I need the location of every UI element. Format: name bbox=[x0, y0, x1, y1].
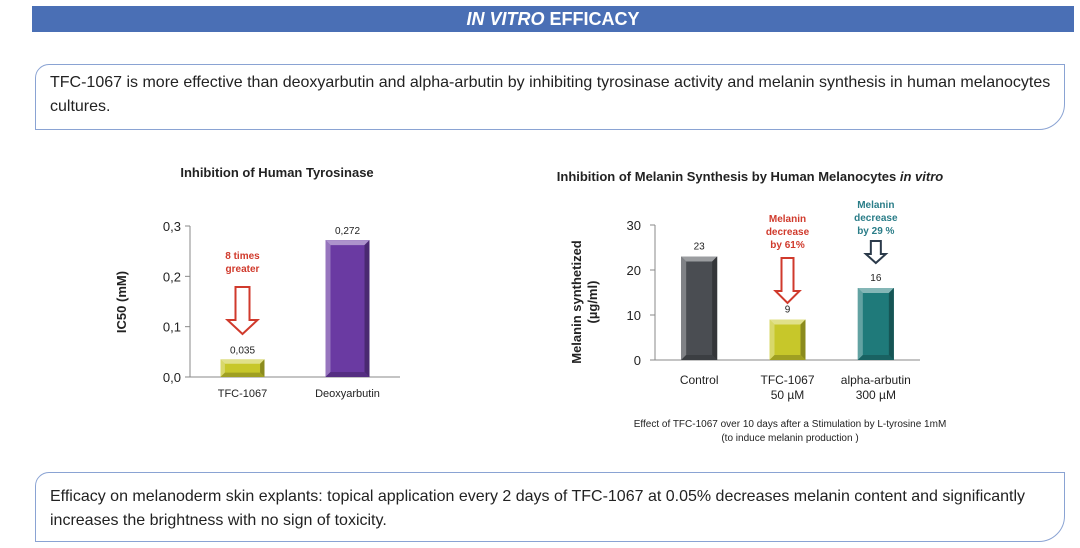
chart2-bar-body bbox=[769, 319, 806, 360]
chart2-title-main: Inhibition of Melanin Synthesis by Human… bbox=[557, 169, 900, 184]
chart2-bar-top-facet bbox=[769, 319, 806, 325]
chart2-bar-right-facet bbox=[800, 319, 806, 360]
chart2-category-label: alpha-arbutin bbox=[841, 373, 911, 387]
chart1-ytick-label: 0,2 bbox=[163, 269, 181, 284]
banner-title-rest: EFFICACY bbox=[544, 9, 640, 29]
chart1-bar-left-facet bbox=[325, 240, 331, 377]
chart1-bar-bottom-facet bbox=[220, 372, 265, 377]
chart2-data-label: 9 bbox=[785, 305, 791, 316]
chart1-bar bbox=[220, 359, 265, 377]
chart2-ytick-label: 20 bbox=[627, 263, 641, 278]
chart2-bar bbox=[681, 256, 718, 360]
chart2-annotation-arbutin-text: by 29 % bbox=[857, 226, 894, 237]
chart1-ylabel: IC50 (mM) bbox=[114, 271, 129, 333]
chart2-annotation-arbutin-text: decrease bbox=[854, 213, 898, 224]
chart1-bar-body bbox=[325, 240, 370, 377]
chart2-bar-right-facet bbox=[712, 256, 718, 360]
chart2-bar-top-facet bbox=[857, 288, 894, 293]
chart2-bar-bottom-facet bbox=[769, 355, 806, 360]
chart2-category-label: 300 µM bbox=[856, 388, 896, 402]
chart2-bar-body bbox=[857, 288, 894, 360]
chart2-caption-line: Effect of TFC-1067 over 10 days after a … bbox=[634, 419, 947, 430]
chart1-data-label: 0,035 bbox=[230, 345, 255, 356]
chart2-category-label: Control bbox=[680, 373, 719, 387]
chart2-ytick-label: 30 bbox=[627, 218, 641, 233]
chart2-annotation-tfc-text: by 61% bbox=[770, 240, 805, 251]
chart1-bar-bottom-facet bbox=[325, 372, 370, 377]
chart2-category-label: 50 µM bbox=[771, 388, 805, 402]
chart2-data-label: 23 bbox=[694, 242, 706, 253]
banner-title-italic: IN VITRO bbox=[466, 9, 545, 29]
chart2-ytick-label: 10 bbox=[627, 308, 641, 323]
chart1-bar-right-facet bbox=[260, 359, 265, 377]
chart2-title: Inhibition of Melanin Synthesis by Human… bbox=[557, 169, 944, 184]
chart1-bar-top-facet bbox=[220, 359, 265, 364]
chart1-bar-top-facet bbox=[325, 240, 370, 246]
chart1-ytick-label: 0,0 bbox=[163, 370, 181, 385]
chart2-annotation-arbutin-text: Melanin bbox=[857, 200, 894, 211]
chart2-bar-bottom-facet bbox=[857, 355, 894, 360]
chart1-ytick-label: 0,3 bbox=[163, 219, 181, 234]
chart1-ytick-label: 0,1 bbox=[163, 320, 181, 335]
chart2-bar-body bbox=[681, 256, 718, 360]
chart2-bar-left-facet bbox=[857, 288, 863, 360]
chart1-bar bbox=[325, 240, 370, 377]
chart2-bar-bottom-facet bbox=[681, 355, 718, 360]
chart2-caption-line: (to induce melanin production ) bbox=[721, 433, 858, 444]
chart2-bar-left-facet bbox=[681, 256, 687, 360]
chart1-annotation-arrow bbox=[224, 286, 261, 336]
chart2-bar-left-facet bbox=[769, 319, 775, 360]
chart1-bar-right-facet bbox=[364, 240, 370, 377]
chart1-category-label: Deoxyarbutin bbox=[315, 388, 380, 400]
chart2-bar bbox=[769, 319, 806, 360]
chart1-data-label: 0,272 bbox=[335, 226, 360, 237]
chart1-bar-left-facet bbox=[220, 359, 225, 377]
chart2-annotation-tfc-text: Melanin bbox=[769, 214, 806, 225]
chart2-annotation-tfc-text: decrease bbox=[766, 227, 810, 238]
chart1-annotation-text: 8 times bbox=[225, 251, 260, 262]
chart1-title: Inhibition of Human Tyrosinase bbox=[180, 165, 373, 180]
footer-box: Efficacy on melanoderm skin explants: to… bbox=[35, 472, 1065, 542]
section-banner: IN VITRO EFFICACY bbox=[32, 6, 1074, 32]
chart2-annotation-tfc-arrow bbox=[773, 257, 802, 305]
chart2-title-italic: in vitro bbox=[900, 169, 943, 184]
chart2-ylabel-line: (µg/ml) bbox=[585, 281, 600, 324]
chart1-category-label: TFC-1067 bbox=[218, 388, 268, 400]
intro-box: TFC-1067 is more effective than deoxyarb… bbox=[35, 64, 1065, 130]
chart2-bar bbox=[857, 288, 894, 360]
intro-text: TFC-1067 is more effective than deoxyarb… bbox=[50, 74, 1051, 115]
chart2-category-label: TFC-1067 bbox=[760, 373, 814, 387]
chart2-annotation-arbutin-arrow bbox=[863, 240, 889, 265]
chart2-ytick-label: 0 bbox=[634, 353, 641, 368]
chart2-data-label: 16 bbox=[870, 273, 882, 284]
chart1-annotation-text: greater bbox=[226, 264, 260, 275]
chart2-bar-right-facet bbox=[888, 288, 894, 360]
chart2-ylabel-line: Melanin synthetized bbox=[569, 240, 584, 364]
chart2-bar-top-facet bbox=[681, 256, 718, 262]
footer-text: Efficacy on melanoderm skin explants: to… bbox=[50, 488, 1026, 529]
